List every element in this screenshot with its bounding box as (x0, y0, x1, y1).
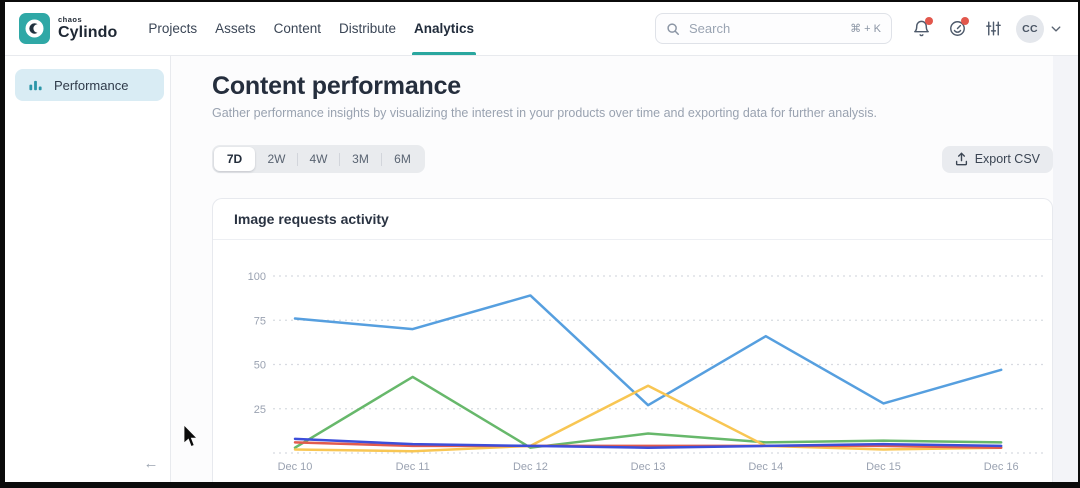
range-tab-6m[interactable]: 6M (394, 152, 411, 166)
export-icon (955, 152, 968, 166)
nav-item-content[interactable]: Content (273, 21, 321, 36)
app-window: chaos Cylindo Projects Assets Content Distr… (5, 2, 1078, 482)
brand-chaos-label: chaos (58, 14, 83, 24)
range-tab-2w[interactable]: 2W (267, 152, 286, 166)
x-tick-label: Dec 10 (278, 461, 313, 473)
scroll-gutter (1053, 56, 1078, 482)
search-box[interactable]: ⌘ + K (655, 13, 892, 44)
series-green-line (293, 375, 1003, 449)
y-tick-label: 75 (254, 315, 266, 327)
export-csv-label: Export CSV (974, 152, 1040, 166)
search-shortcut-hint: ⌘ + K (850, 23, 881, 35)
x-tick-label: Dec 15 (866, 461, 901, 473)
x-tick-label: Dec 11 (396, 461, 430, 473)
gauge-icon (948, 19, 967, 38)
notifications-button[interactable] (908, 16, 934, 42)
nav-item-analytics[interactable]: Analytics (405, 2, 483, 55)
export-csv-button[interactable]: Export CSV (941, 145, 1053, 173)
gauge-badge-dot (961, 16, 969, 25)
preferences-button[interactable] (980, 16, 1006, 42)
user-menu[interactable]: CC (1016, 14, 1062, 43)
range-tab-3m[interactable]: 3M (352, 152, 369, 166)
avatar[interactable]: CC (1016, 14, 1044, 43)
y-tick-label: 25 (254, 404, 266, 416)
topbar-right-cluster: ⌘ + K (655, 13, 1062, 44)
line-chart-svg: 100 75 50 25 Dec 10 Dec 11 Dec 12 Dec 13 Dec 14 D… (248, 271, 1046, 473)
series-blue-line (293, 294, 1003, 407)
sliders-icon (984, 19, 1003, 38)
y-tick-label: 50 (254, 360, 266, 372)
brand-name-label: Cylindo (58, 24, 118, 42)
chart-card-title: Image requests activity (234, 211, 389, 227)
line-chart[interactable]: 100 75 50 25 Dec 10 Dec 11 Dec 12 Dec 13 Dec 14 D… (213, 240, 1052, 482)
series-red-line (293, 441, 1003, 449)
range-tab-4w[interactable]: 4W (309, 152, 328, 166)
top-navigation-bar: chaos Cylindo Projects Assets Content Distr… (5, 2, 1078, 56)
chevron-down-icon (1050, 23, 1062, 35)
search-input[interactable] (687, 20, 844, 37)
series-yellow-line (293, 384, 1003, 453)
brand-logo[interactable]: chaos Cylindo (19, 13, 117, 44)
bell-icon (912, 19, 931, 38)
search-icon (666, 22, 680, 36)
topbar-icon-buttons (908, 16, 1006, 42)
sidebar-item-label: Performance (54, 77, 129, 93)
chart-card: Image requests activity 100 75 50 25 Dec 10 D… (212, 198, 1053, 482)
x-tick-label: Dec 12 (513, 461, 548, 473)
controls-row: 7D 2W 4W 3M 6M Export CSV (212, 145, 1053, 173)
series-indigo-line (293, 437, 1003, 449)
y-tick-label: 100 (248, 271, 266, 283)
bar-chart-icon (28, 78, 43, 93)
notification-badge-dot (925, 16, 933, 25)
nav-item-projects[interactable]: Projects (148, 21, 198, 36)
chart-card-header: Image requests activity (213, 199, 1052, 240)
date-range-segmented-control: 7D 2W 4W 3M 6M (212, 145, 425, 173)
range-tab-7d[interactable]: 7D (214, 147, 255, 171)
brand-text: chaos Cylindo (58, 16, 117, 42)
chaos-logo-icon (19, 13, 50, 44)
nav-item-assets[interactable]: Assets (215, 21, 256, 36)
sidebar-item-performance[interactable]: Performance (15, 69, 164, 101)
nav-item-distribute[interactable]: Distribute (338, 21, 396, 36)
page-title: Content performance (212, 72, 462, 100)
sidebar-collapse-button[interactable]: ← (143, 454, 159, 472)
x-tick-label: Dec 14 (748, 461, 783, 473)
page-subtitle: Gather performance insights by visualizi… (212, 106, 877, 120)
x-tick-label: Dec 16 (984, 461, 1019, 473)
segment-separator (297, 152, 298, 166)
segment-separator (339, 152, 340, 166)
status-gauge-button[interactable] (944, 16, 970, 42)
primary-nav: Projects Assets Content Distribute Analytics (139, 2, 483, 55)
main-content: Content performance Gather performance i… (171, 56, 1078, 482)
x-tick-label: Dec 13 (631, 461, 666, 473)
sidebar: Performance ← (5, 56, 171, 482)
segment-separator (381, 152, 382, 166)
